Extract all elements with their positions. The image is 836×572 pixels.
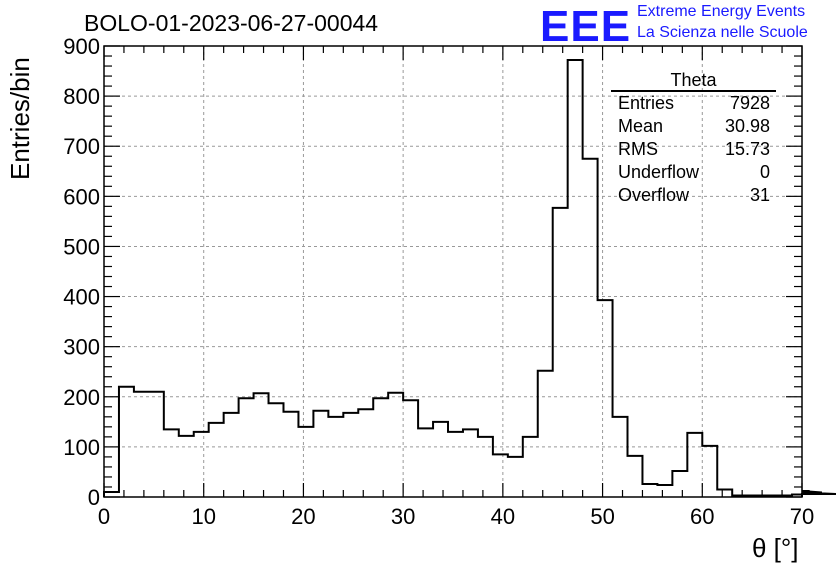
stats-value: 15.73 xyxy=(724,139,770,159)
plot-border xyxy=(103,45,803,498)
y-tick-label: 0 xyxy=(88,485,100,510)
y-axis-label: Entries/bin xyxy=(5,57,35,180)
y-tick-label: 600 xyxy=(63,184,100,209)
stats-value: 0 xyxy=(759,162,770,182)
y-tick-label: 500 xyxy=(63,234,100,259)
stats-row-underflow: Underflow 0 xyxy=(611,161,776,184)
x-tick-label: 10 xyxy=(191,504,215,529)
y-tick-label: 700 xyxy=(63,134,100,159)
y-tick-label: 900 xyxy=(63,34,100,59)
y-tick-label: 100 xyxy=(63,435,100,460)
stats-title: Theta xyxy=(611,70,776,92)
y-tick-label: 400 xyxy=(63,285,100,310)
x-tick-label: 30 xyxy=(391,504,415,529)
x-tick-label: 0 xyxy=(98,504,110,529)
x-tick-label: 70 xyxy=(790,504,814,529)
stats-row-rms: RMS 15.73 xyxy=(611,138,776,161)
y-tick-label: 200 xyxy=(63,385,100,410)
plot-frame xyxy=(103,45,803,498)
stats-value: 7928 xyxy=(729,93,770,113)
stats-label: Overflow xyxy=(618,185,690,205)
stats-row-mean: Mean 30.98 xyxy=(611,115,776,138)
x-tick-label: 40 xyxy=(491,504,515,529)
stats-label: RMS xyxy=(618,139,658,159)
axis-ticks xyxy=(103,45,803,498)
stats-row-entries: Entries 7928 xyxy=(611,92,776,115)
x-tick-label: 20 xyxy=(291,504,315,529)
stats-value: 31 xyxy=(749,185,770,205)
x-tick-label: 50 xyxy=(590,504,614,529)
x-tick-label: 60 xyxy=(690,504,714,529)
y-tick-label: 300 xyxy=(63,335,100,360)
logo-text-line2: La Scienza nelle Scuole xyxy=(637,24,808,41)
logo-text-line1: Extreme Energy Events xyxy=(637,3,806,20)
x-axis-label: θ [°] xyxy=(752,533,799,563)
chart-title: BOLO-01-2023-06-27-00044 xyxy=(84,10,379,36)
stats-label: Underflow xyxy=(618,162,700,182)
histogram-series xyxy=(103,59,836,497)
stats-box: Theta Entries 7928 Mean 30.98 RMS 15.73 … xyxy=(611,70,776,207)
stats-label: Entries xyxy=(618,93,675,113)
stats-label: Mean xyxy=(618,116,664,136)
tick-labels: 0 10 20 30 40 50 60 700100200300400500600700800… xyxy=(63,34,814,529)
stats-row-overflow: Overflow 31 xyxy=(611,184,776,207)
eee-logo: EEE xyxy=(540,2,632,51)
stats-value: 30.98 xyxy=(724,116,770,136)
y-tick-label: 800 xyxy=(63,84,100,109)
